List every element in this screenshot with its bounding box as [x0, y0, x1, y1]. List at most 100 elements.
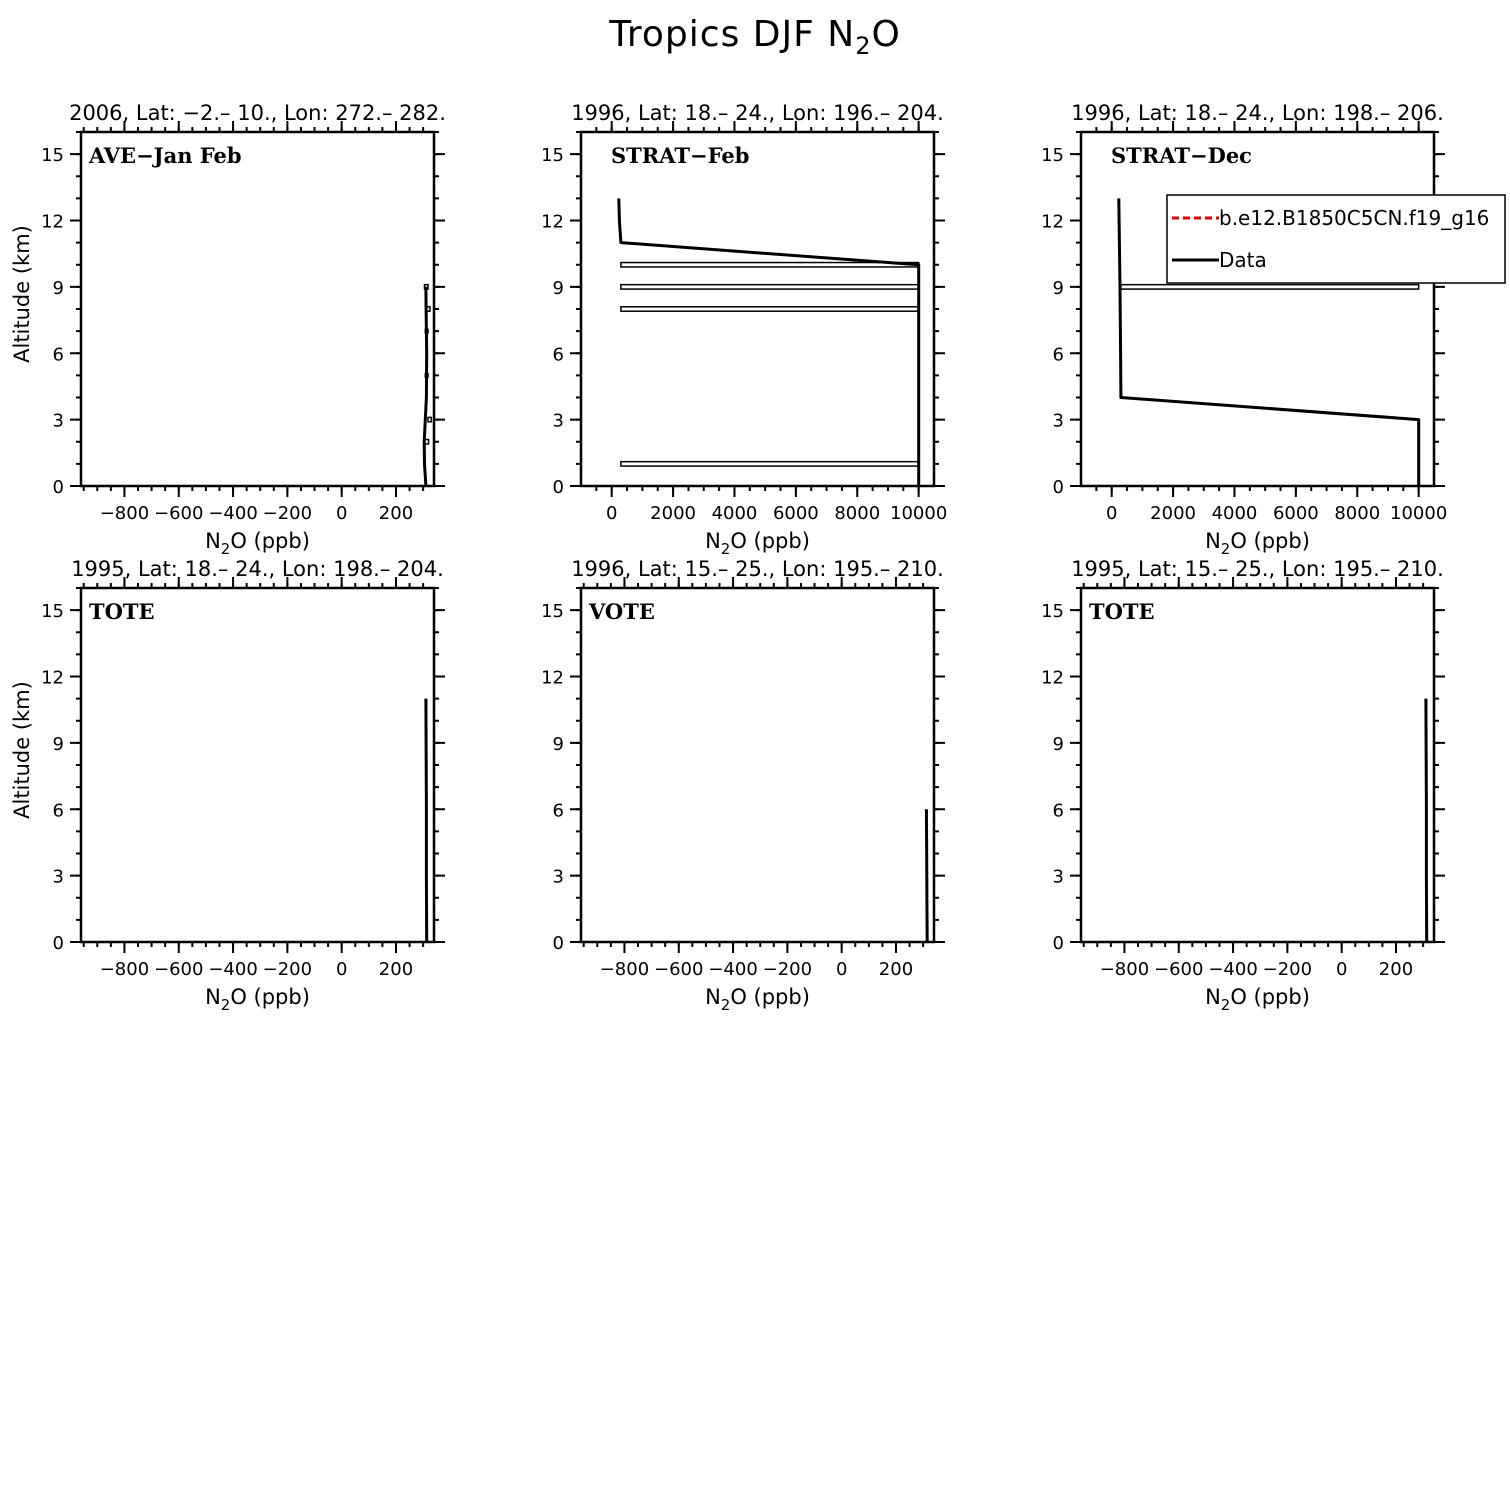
x-tick-label: 4000 [1212, 503, 1258, 524]
x-tick-label: −800 [100, 503, 149, 524]
y-tick-label: 12 [1041, 668, 1064, 689]
x-axis-label: N2O (ppb) [205, 985, 310, 1014]
axis-ticks [1070, 577, 1445, 953]
x-axis-label-main: N [1205, 529, 1221, 553]
x-axis-label: N2O (ppb) [205, 529, 310, 558]
y-tick-label: 9 [1053, 278, 1064, 299]
x-tick-label: −600 [1154, 959, 1203, 980]
figure-title: Tropics DJF N2O [608, 14, 901, 60]
x-tick-label: −800 [600, 959, 649, 980]
x-tick-label: 6000 [773, 503, 819, 524]
x-tick-label: 2000 [650, 503, 696, 524]
panel-3: 0 2000 4000 6000 8000 10000 0 3 6 9 12 15 1996, Lat:… [1041, 101, 1506, 558]
series-line-data [1117, 198, 1421, 486]
axis-ticks [70, 121, 445, 497]
x-tick-label: 0 [336, 503, 347, 524]
y-tick-label: 12 [41, 212, 64, 233]
x-axis-label-main: N [205, 985, 221, 1009]
y-axis-label: Altitude (km) [10, 225, 34, 363]
y-tick-label: 12 [1041, 212, 1064, 233]
x-axis-label-tail: O (ppb) [230, 985, 310, 1009]
y-tick-label: 0 [53, 933, 64, 954]
y-tick-label: 0 [553, 477, 564, 498]
data-box [427, 416, 433, 423]
x-tick-label: 2000 [1150, 503, 1196, 524]
x-axis-label-sub: 2 [221, 540, 231, 558]
y-tick-label: 6 [1053, 800, 1064, 821]
axis-ticks [570, 577, 945, 953]
axis-ticks [570, 121, 945, 497]
x-tick-label: −200 [263, 503, 312, 524]
y-tick-label: 9 [53, 278, 64, 299]
y-tick-label: 6 [1053, 344, 1064, 365]
y-tick-label: 15 [1041, 145, 1064, 166]
legend-box [1166, 194, 1506, 284]
x-axis-label-sub: 2 [221, 996, 231, 1014]
series-line-data [924, 809, 929, 943]
x-tick-label: −200 [1263, 959, 1312, 980]
panel-title: 1996, Lat: 18.– 24., Lon: 198.– 206. [1071, 101, 1444, 125]
axis-ticks [1070, 121, 1445, 497]
y-tick-label: 0 [553, 933, 564, 954]
x-tick-label: −400 [208, 503, 257, 524]
x-axis-label: N2O (ppb) [1205, 985, 1310, 1014]
panel-title: 1995, Lat: 18.– 24., Lon: 198.– 204. [71, 557, 444, 581]
x-axis-label-sub: 2 [721, 540, 731, 558]
x-axis-label-main: N [705, 985, 721, 1009]
y-tick-label: 3 [1053, 411, 1064, 432]
x-axis-label-tail: O (ppb) [230, 529, 310, 553]
series-line-data [1424, 698, 1429, 943]
x-tick-label: −200 [763, 959, 812, 980]
x-tick-label: 10000 [890, 503, 947, 524]
x-tick-label: 0 [336, 959, 347, 980]
x-tick-label: −600 [654, 959, 703, 980]
panel-6: −800 −600 −400 −200 0 200 0 3 6 9 12 15 1995, Lat: 1… [1041, 557, 1445, 1014]
x-axis-label: N2O (ppb) [1205, 529, 1310, 558]
x-tick-label: −800 [1100, 959, 1149, 980]
x-axis-label-main: N [1205, 985, 1221, 1009]
panel-label: STRAT−Dec [1111, 143, 1252, 168]
x-tick-label: −400 [708, 959, 757, 980]
y-tick-label: 15 [41, 145, 64, 166]
y-tick-label: 15 [541, 145, 564, 166]
panel-2: 0 2000 4000 6000 8000 10000 0 3 6 9 12 15 1996, Lat:… [541, 101, 947, 558]
x-tick-label: −200 [263, 959, 312, 980]
y-tick-label: 12 [41, 668, 64, 689]
y-tick-label: 0 [53, 477, 64, 498]
y-tick-label: 0 [1053, 477, 1064, 498]
x-tick-label: 8000 [834, 503, 880, 524]
y-tick-label: 15 [41, 601, 64, 622]
x-tick-label: 200 [379, 503, 413, 524]
legend-label: b.e12.B1850C5CN.f19_g16 [1219, 206, 1489, 230]
x-tick-label: −400 [208, 959, 257, 980]
x-tick-label: 4000 [712, 503, 758, 524]
series-line-data [422, 286, 429, 487]
y-tick-label: 15 [541, 601, 564, 622]
x-tick-label: 200 [879, 959, 913, 980]
legend: b.e12.B1850C5CN.f19_g16 Data [1166, 194, 1506, 284]
x-tick-label: −600 [154, 503, 203, 524]
y-tick-label: 12 [541, 668, 564, 689]
axis-ticks [70, 577, 445, 953]
y-tick-label: 0 [1053, 933, 1064, 954]
y-tick-label: 3 [53, 411, 64, 432]
y-tick-label: 3 [553, 867, 564, 888]
panel-label: STRAT−Feb [611, 143, 749, 168]
y-tick-label: 6 [53, 800, 64, 821]
x-axis-label-sub: 2 [1221, 540, 1231, 558]
x-tick-label: 200 [379, 959, 413, 980]
x-axis-label: N2O (ppb) [705, 985, 810, 1014]
series-line-data [617, 198, 921, 486]
y-tick-label: 6 [553, 800, 564, 821]
y-tick-label: 15 [1041, 601, 1064, 622]
x-tick-label: 0 [836, 959, 847, 980]
y-tick-label: 9 [53, 734, 64, 755]
x-axis-label-sub: 2 [1221, 996, 1231, 1014]
x-tick-label: 6000 [1273, 503, 1319, 524]
x-tick-label: 8000 [1334, 503, 1380, 524]
y-tick-label: 6 [553, 344, 564, 365]
x-tick-label: 200 [1379, 959, 1413, 980]
y-axis-label: Altitude (km) [10, 681, 34, 819]
y-tick-label: 3 [553, 411, 564, 432]
